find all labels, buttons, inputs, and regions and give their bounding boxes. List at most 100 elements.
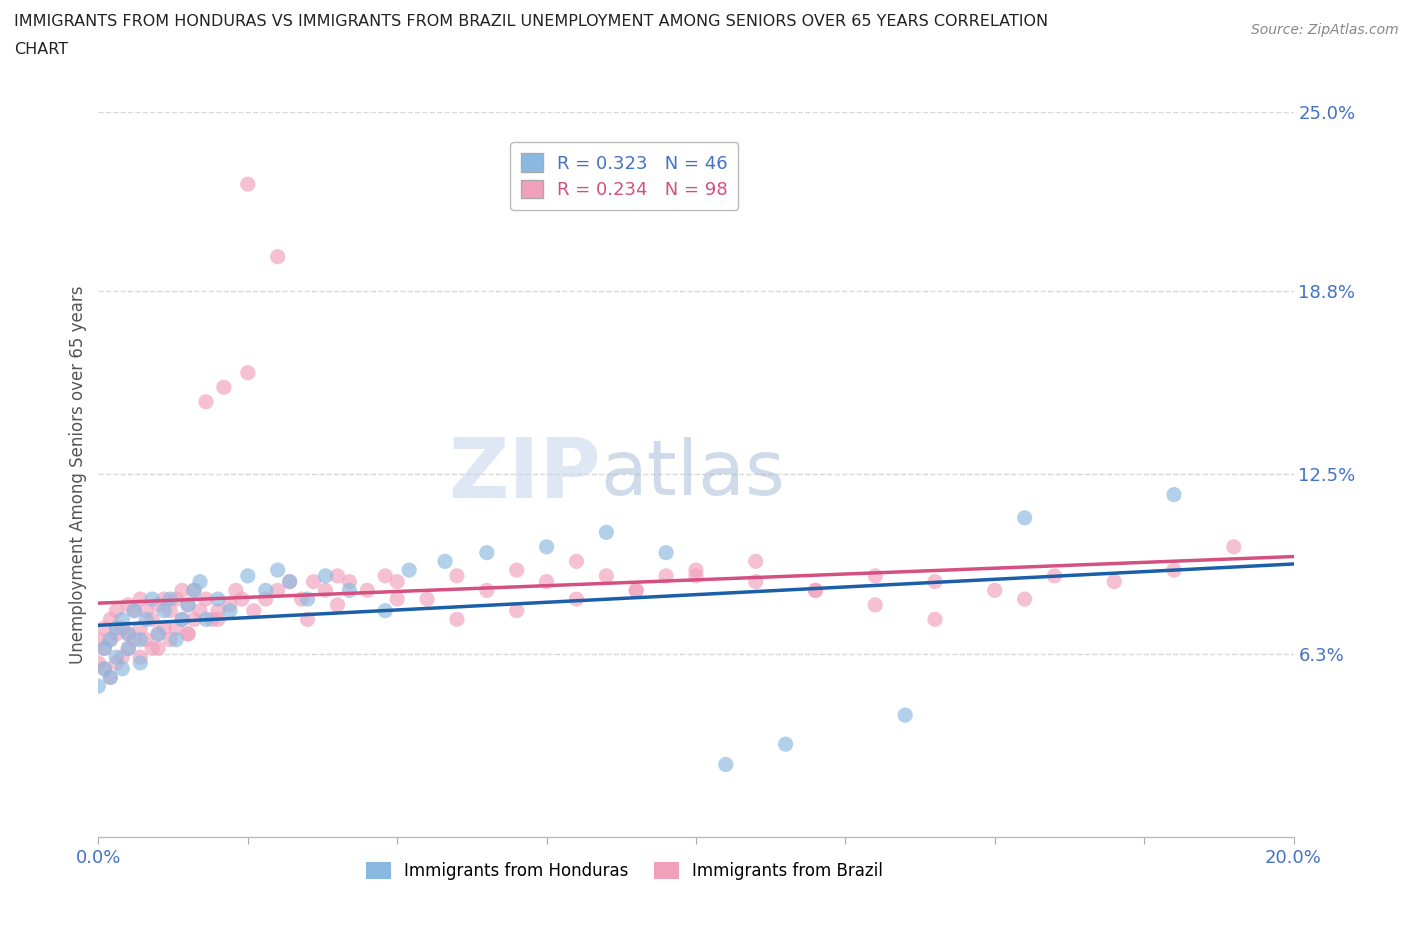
Point	[1014, 511, 1036, 525]
Point	[207, 604, 229, 618]
Point	[446, 568, 468, 583]
Point	[1104, 574, 1126, 589]
Point	[1163, 563, 1185, 578]
Point	[475, 583, 498, 598]
Point	[219, 604, 242, 618]
Point	[254, 583, 277, 598]
Point	[98, 670, 122, 684]
Point	[267, 563, 290, 578]
Point	[105, 604, 128, 618]
Point	[565, 591, 588, 606]
Point	[1223, 539, 1246, 554]
Point	[278, 574, 301, 589]
Point	[865, 568, 887, 583]
Point	[129, 650, 152, 665]
Point	[865, 597, 887, 612]
Point	[195, 612, 218, 627]
Point	[188, 574, 211, 589]
Point	[105, 620, 128, 635]
Point	[183, 612, 205, 627]
Point	[339, 583, 361, 598]
Point	[153, 591, 176, 606]
Y-axis label: Unemployment Among Seniors over 65 years: Unemployment Among Seniors over 65 years	[69, 286, 87, 663]
Point	[111, 612, 134, 627]
Point	[93, 620, 115, 635]
Point	[685, 568, 707, 583]
Point	[745, 554, 768, 569]
Point	[87, 679, 110, 694]
Point	[1163, 487, 1185, 502]
Point	[129, 656, 152, 671]
Point	[195, 394, 218, 409]
Point	[195, 591, 218, 606]
Point	[416, 591, 439, 606]
Point	[714, 757, 737, 772]
Point	[374, 568, 396, 583]
Point	[172, 583, 194, 598]
Point	[339, 574, 361, 589]
Point	[243, 604, 266, 618]
Text: Source: ZipAtlas.com: Source: ZipAtlas.com	[1251, 23, 1399, 37]
Point	[177, 627, 200, 642]
Point	[124, 604, 146, 618]
Point	[105, 627, 128, 642]
Point	[326, 597, 349, 612]
Point	[111, 661, 134, 676]
Point	[655, 545, 678, 560]
Point	[297, 591, 319, 606]
Point	[148, 627, 170, 642]
Point	[172, 612, 194, 627]
Text: CHART: CHART	[14, 42, 67, 57]
Point	[506, 604, 529, 618]
Point	[924, 574, 946, 589]
Point	[302, 574, 325, 589]
Point	[536, 539, 558, 554]
Point	[207, 591, 229, 606]
Point	[183, 583, 205, 598]
Point	[105, 650, 128, 665]
Point	[655, 568, 678, 583]
Point	[165, 591, 187, 606]
Point	[207, 612, 229, 627]
Point	[129, 632, 152, 647]
Point	[278, 574, 301, 589]
Point	[219, 597, 242, 612]
Point	[172, 612, 194, 627]
Point	[804, 583, 827, 598]
Point	[117, 627, 139, 642]
Point	[148, 597, 170, 612]
Point	[775, 737, 797, 751]
Point	[356, 583, 378, 598]
Text: IMMIGRANTS FROM HONDURAS VS IMMIGRANTS FROM BRAZIL UNEMPLOYMENT AMONG SENIORS OV: IMMIGRANTS FROM HONDURAS VS IMMIGRANTS F…	[14, 14, 1049, 29]
Point	[685, 563, 707, 578]
Point	[177, 597, 200, 612]
Point	[117, 641, 139, 656]
Point	[626, 583, 648, 598]
Point	[105, 656, 128, 671]
Point	[141, 612, 163, 627]
Point	[984, 583, 1007, 598]
Point	[374, 604, 396, 618]
Point	[159, 604, 181, 618]
Point	[141, 641, 163, 656]
Point	[565, 554, 588, 569]
Point	[153, 604, 176, 618]
Point	[446, 612, 468, 627]
Point	[93, 661, 115, 676]
Point	[236, 177, 259, 192]
Point	[536, 574, 558, 589]
Point	[385, 591, 409, 606]
Point	[804, 583, 827, 598]
Point	[98, 632, 122, 647]
Point	[201, 612, 224, 627]
Point	[98, 612, 122, 627]
Point	[93, 641, 115, 656]
Point	[1014, 591, 1036, 606]
Point	[267, 249, 290, 264]
Point	[141, 591, 163, 606]
Point	[1043, 568, 1066, 583]
Point	[87, 632, 110, 647]
Point	[297, 612, 319, 627]
Point	[87, 656, 110, 671]
Point	[135, 612, 157, 627]
